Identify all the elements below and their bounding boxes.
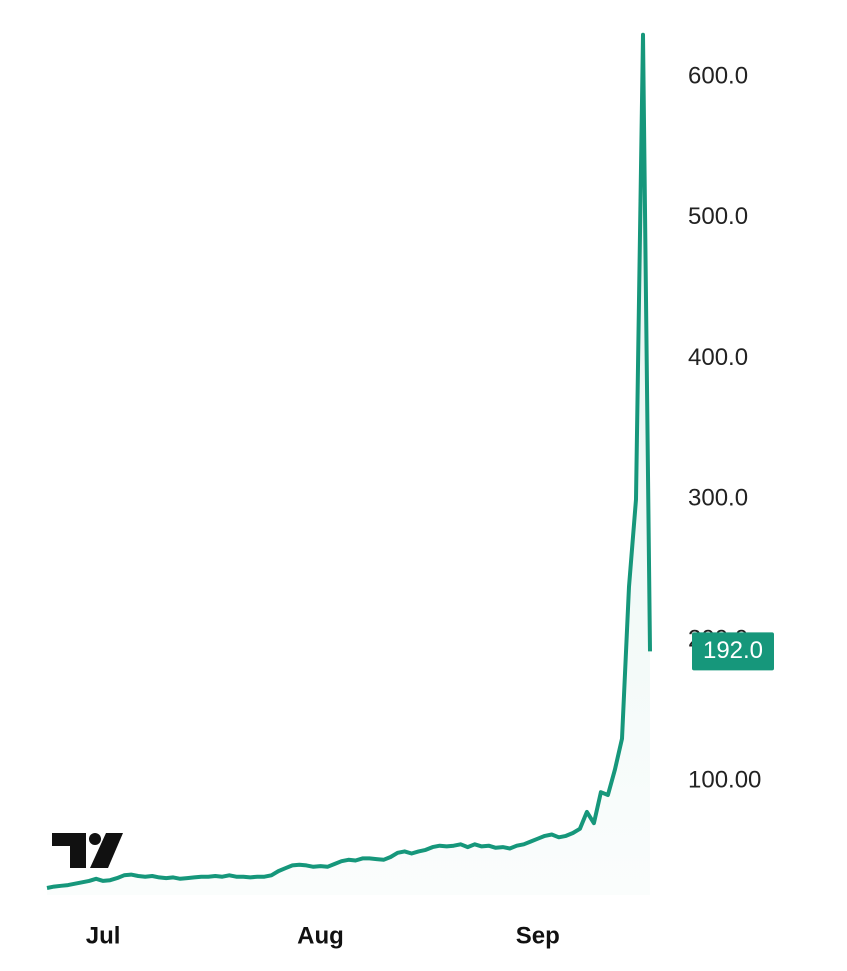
- y-tick-label: 100.00: [688, 766, 761, 793]
- y-tick-label: 500.0: [688, 203, 748, 230]
- plot-area: [46, 32, 652, 895]
- last-value-badge: [692, 632, 774, 671]
- tradingview-logo: [52, 833, 123, 868]
- x-tick-label: Jul: [86, 922, 121, 949]
- last-value-label: 192.0: [703, 637, 763, 664]
- y-tick-label: 300.0: [688, 485, 748, 512]
- y-tick-label: 400.0: [688, 344, 748, 371]
- x-tick-label: Sep: [516, 922, 560, 949]
- area-fill: [47, 34, 650, 895]
- x-tick-label: Aug: [297, 922, 344, 949]
- price-line: [46, 32, 652, 890]
- y-tick-label: 600.0: [688, 62, 748, 89]
